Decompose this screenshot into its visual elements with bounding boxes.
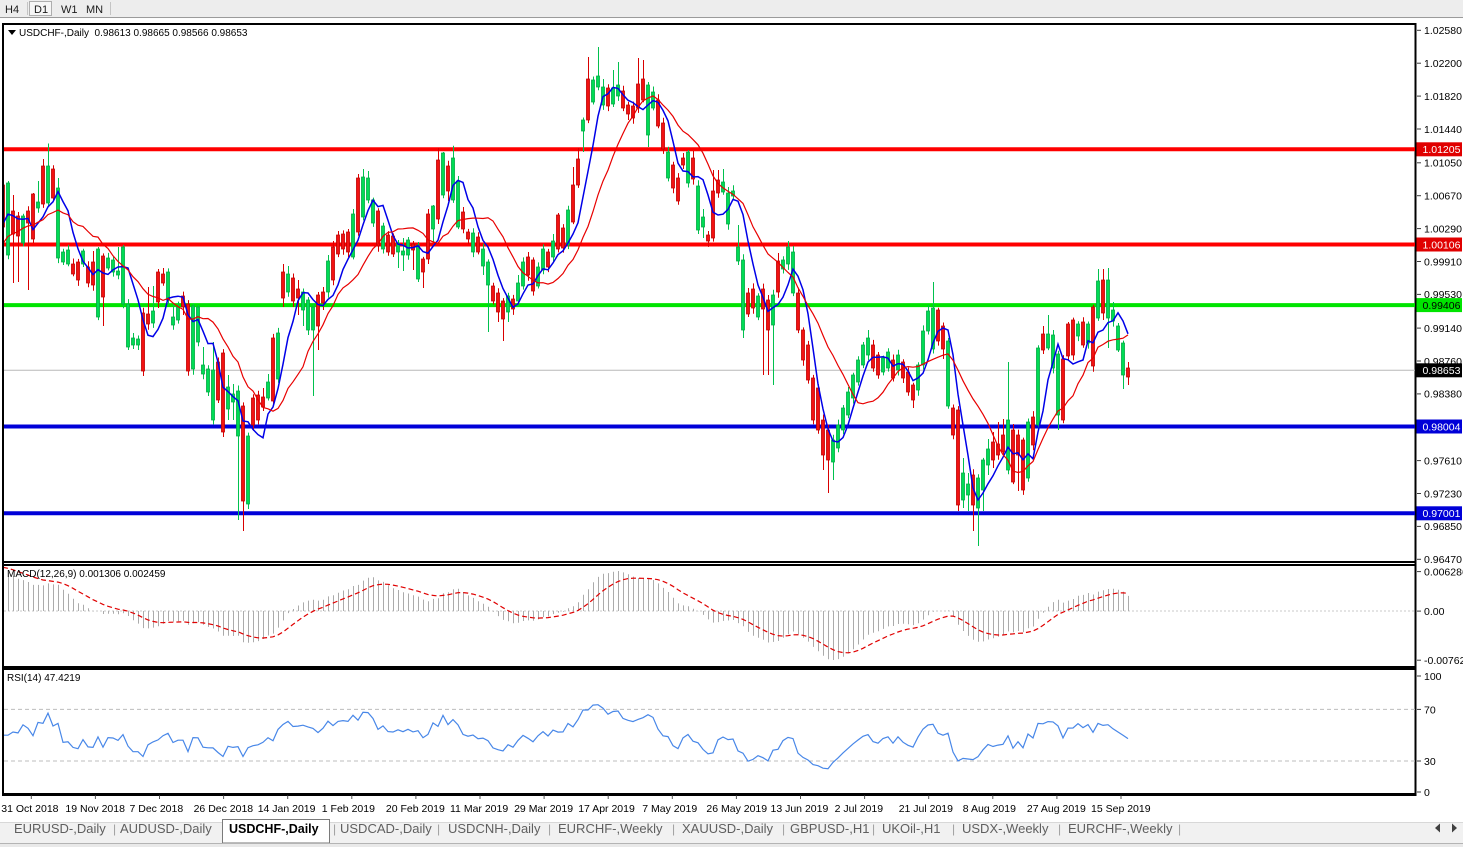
svg-text:26 May 2019: 26 May 2019: [706, 803, 767, 815]
svg-text:7 Dec 2018: 7 Dec 2018: [130, 803, 184, 815]
svg-text:XAUUSD-,Daily: XAUUSD-,Daily: [682, 821, 774, 836]
svg-text:0.97610: 0.97610: [1424, 455, 1462, 467]
svg-text:USDCNH-,Daily: USDCNH-,Daily: [448, 821, 541, 836]
svg-text:0.006286: 0.006286: [1424, 567, 1463, 579]
svg-text:1.02200: 1.02200: [1424, 58, 1462, 70]
svg-text:0.99406: 0.99406: [1423, 300, 1461, 312]
svg-text:MN: MN: [86, 4, 103, 16]
svg-text:0.00: 0.00: [1424, 606, 1445, 618]
svg-text:D1: D1: [34, 4, 48, 16]
svg-text:EURCHF-,Weekly: EURCHF-,Weekly: [558, 821, 663, 836]
svg-text:0.99140: 0.99140: [1424, 323, 1462, 335]
svg-text:1.00670: 1.00670: [1424, 191, 1462, 203]
svg-text:0.98004: 0.98004: [1423, 421, 1461, 433]
svg-text:13 Jun 2019: 13 Jun 2019: [771, 803, 829, 815]
svg-text:GBPUSD-,H1: GBPUSD-,H1: [790, 821, 869, 836]
svg-text:|: |: [872, 822, 875, 836]
svg-text:|: |: [782, 822, 785, 836]
svg-text:11 Mar 2019: 11 Mar 2019: [450, 803, 508, 815]
svg-text:USDX-,Weekly: USDX-,Weekly: [962, 821, 1049, 836]
svg-text:|: |: [1058, 822, 1061, 836]
svg-text:EURUSD-,Daily: EURUSD-,Daily: [14, 821, 106, 836]
svg-text:0.96470: 0.96470: [1424, 554, 1462, 566]
svg-text:0.98653: 0.98653: [1423, 365, 1461, 377]
svg-text:21 Jul 2019: 21 Jul 2019: [899, 803, 953, 815]
svg-text:15 Sep 2019: 15 Sep 2019: [1091, 803, 1151, 815]
svg-text:|: |: [437, 822, 440, 836]
svg-text:UKOil-,H1: UKOil-,H1: [882, 821, 941, 836]
svg-text:|: |: [672, 822, 675, 836]
svg-text:H4: H4: [5, 4, 19, 16]
svg-text:0.97001: 0.97001: [1423, 508, 1461, 520]
svg-text:USDCAD-,Daily: USDCAD-,Daily: [340, 821, 432, 836]
svg-text:|: |: [548, 822, 551, 836]
svg-text:1.00290: 1.00290: [1424, 223, 1462, 235]
svg-text:26 Dec 2018: 26 Dec 2018: [194, 803, 254, 815]
svg-text:1.00106: 1.00106: [1423, 239, 1461, 251]
svg-text:17 Apr 2019: 17 Apr 2019: [578, 803, 635, 815]
svg-text:19 Nov 2018: 19 Nov 2018: [65, 803, 125, 815]
svg-text:RSI(14) 47.4219: RSI(14) 47.4219: [7, 673, 81, 684]
svg-text:|: |: [952, 822, 955, 836]
svg-text:-0.00762: -0.00762: [1424, 655, 1463, 667]
svg-text:0: 0: [1424, 787, 1430, 799]
svg-text:1.01205: 1.01205: [1423, 144, 1461, 156]
svg-text:|: |: [333, 822, 336, 836]
svg-text:30: 30: [1424, 756, 1436, 768]
svg-text:1.02580: 1.02580: [1424, 25, 1462, 37]
svg-text:|: |: [113, 822, 116, 836]
svg-text:|: |: [1178, 822, 1181, 836]
svg-text:70: 70: [1424, 704, 1436, 716]
svg-text:1.01440: 1.01440: [1424, 124, 1462, 136]
svg-text:8 Aug 2019: 8 Aug 2019: [963, 803, 1016, 815]
svg-text:USDCHF-,Daily 0.98613 0.98665: USDCHF-,Daily 0.98613 0.98665 0.98566 0.…: [19, 28, 248, 39]
svg-text:7 May 2019: 7 May 2019: [642, 803, 697, 815]
svg-text:0.98380: 0.98380: [1424, 389, 1462, 401]
svg-text:USDCHF-,Daily: USDCHF-,Daily: [229, 822, 319, 836]
svg-text:1.01050: 1.01050: [1424, 158, 1462, 170]
svg-text:14 Jan 2019: 14 Jan 2019: [258, 803, 316, 815]
svg-text:1.01820: 1.01820: [1424, 91, 1462, 103]
svg-text:0.99910: 0.99910: [1424, 256, 1462, 268]
svg-text:0.97230: 0.97230: [1424, 488, 1462, 500]
svg-text:1 Feb 2019: 1 Feb 2019: [322, 803, 375, 815]
svg-text:100: 100: [1424, 671, 1442, 683]
svg-text:MACD(12,26,9) 0.001306 0.00245: MACD(12,26,9) 0.001306 0.002459: [7, 569, 166, 580]
svg-text:0.96850: 0.96850: [1424, 521, 1462, 533]
svg-text:31 Oct 2018: 31 Oct 2018: [1, 803, 58, 815]
svg-text:20 Feb 2019: 20 Feb 2019: [386, 803, 445, 815]
svg-text:AUDUSD-,Daily: AUDUSD-,Daily: [120, 821, 212, 836]
svg-text:W1: W1: [61, 4, 78, 16]
svg-text:29 Mar 2019: 29 Mar 2019: [514, 803, 573, 815]
svg-text:27 Aug 2019: 27 Aug 2019: [1027, 803, 1086, 815]
svg-text:2 Jul 2019: 2 Jul 2019: [835, 803, 884, 815]
svg-text:EURCHF-,Weekly: EURCHF-,Weekly: [1068, 821, 1173, 836]
